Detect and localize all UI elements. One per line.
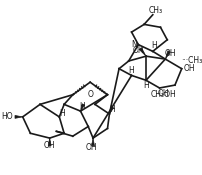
Text: OH: OH [163, 49, 175, 58]
Text: OH: OH [44, 141, 55, 150]
Text: H: H [142, 81, 148, 90]
Polygon shape [164, 51, 170, 59]
Text: ···CH₃: ···CH₃ [180, 57, 201, 65]
Polygon shape [91, 138, 94, 146]
Text: HO: HO [1, 112, 13, 121]
Text: CH₂OH: CH₂OH [150, 90, 175, 99]
Polygon shape [48, 138, 51, 146]
Text: H: H [109, 105, 115, 114]
Text: OH: OH [132, 46, 143, 55]
Polygon shape [15, 116, 23, 118]
Text: H: H [79, 102, 85, 111]
Text: H: H [128, 66, 134, 75]
Polygon shape [80, 104, 84, 111]
Text: OH: OH [85, 143, 96, 152]
Polygon shape [109, 107, 113, 114]
Text: OH: OH [183, 64, 194, 73]
Text: H: H [150, 41, 156, 50]
Text: H: H [59, 108, 65, 118]
Text: CH₃: CH₃ [148, 6, 162, 15]
Polygon shape [138, 48, 145, 56]
Text: OH: OH [157, 89, 168, 98]
Text: N: N [131, 40, 137, 49]
Text: O: O [87, 90, 93, 99]
